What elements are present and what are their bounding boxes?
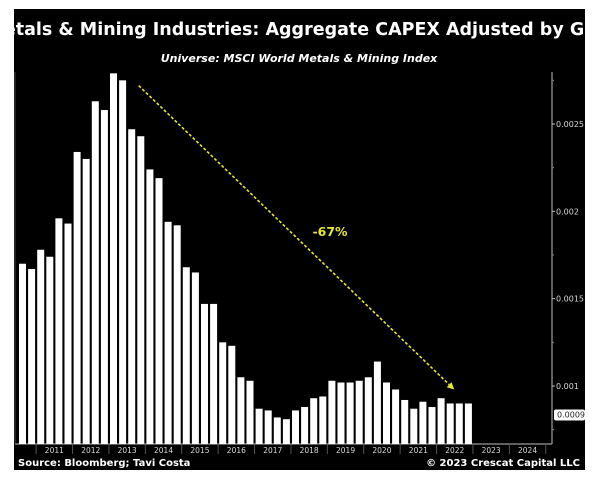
bar-2011-q3 <box>55 218 63 444</box>
bar-2022-q4 <box>464 403 472 444</box>
bar-2017-q2 <box>264 410 272 444</box>
bar-2021-q3 <box>419 401 427 444</box>
trend-arrowhead <box>446 382 455 390</box>
y-tick-label: 0.0025 <box>556 120 584 129</box>
last-value-marker: 0.0009 <box>554 409 585 421</box>
footer-source: Source: Bloomberg; Tavi Costa <box>18 458 190 469</box>
x-axis-ticks: 2011 2012 2013 2014 2015 2016 2017 2018 2019 2020… <box>35 444 547 455</box>
bar-2010-q3 <box>19 263 26 444</box>
bar-2014-q3 <box>164 221 172 444</box>
bar-2020-q2 <box>373 361 381 444</box>
bar-2012-q3 <box>91 101 99 444</box>
bar-2022-q2 <box>446 403 454 444</box>
x-year-label: 2018 <box>300 446 319 455</box>
bar-2020-q3 <box>383 382 390 444</box>
y-tick-label: 0.001 <box>556 382 579 391</box>
x-year-label: 2015 <box>190 446 209 455</box>
y-tick-label: 0.002 <box>556 207 579 216</box>
bar-2020-q1 <box>364 377 372 444</box>
bar-2018-q3 <box>310 398 318 444</box>
bar-2011-q4 <box>64 223 72 444</box>
bar-2018-q1 <box>292 410 299 444</box>
x-year-label: 2012 <box>81 446 100 455</box>
bar-2021-q2 <box>410 408 418 444</box>
x-year-label: 2023 <box>482 446 501 455</box>
bar-2014-q2 <box>155 178 163 444</box>
bar-2012-q1 <box>73 151 81 444</box>
trend-arrow-line <box>138 85 450 386</box>
bar-2017-q3 <box>273 417 281 444</box>
footer-copyright: © 2023 Crescat Capital LLC <box>426 458 580 469</box>
bar-2019-q3 <box>346 382 354 444</box>
last-value-label: 0.0009 <box>557 411 585 420</box>
trend-label: -67% <box>312 224 348 239</box>
bar-2022-q3 <box>455 403 463 444</box>
bars-group <box>19 73 472 445</box>
chart-title: Metals & Mining Industries: Aggregate CA… <box>0 20 600 40</box>
trend-annotation: -67% <box>138 85 455 390</box>
bar-2017-q4 <box>282 419 290 444</box>
x-year-label: 2022 <box>445 446 464 455</box>
bar-2018-q2 <box>301 406 309 444</box>
chart-subtitle: Universe: MSCI World Metals & Mining Ind… <box>161 52 438 65</box>
bar-2015-q3 <box>201 303 208 444</box>
bar-2015-q2 <box>191 272 199 444</box>
bar-2016-q2 <box>228 345 236 444</box>
bar-2019-q2 <box>337 382 345 444</box>
bar-2013-q3 <box>128 129 136 445</box>
bar-2020-q4 <box>392 389 400 444</box>
x-year-label: 2011 <box>45 446 64 455</box>
bar-2014-q4 <box>173 225 181 444</box>
bar-2016-q4 <box>246 380 254 444</box>
x-year-label: 2013 <box>118 446 137 455</box>
bar-2012-q2 <box>82 158 90 444</box>
bar-2010-q4 <box>28 268 36 444</box>
x-year-label: 2019 <box>336 446 355 455</box>
x-year-label: 2020 <box>372 446 391 455</box>
bar-2012-q4 <box>100 110 108 444</box>
bar-2011-q2 <box>46 256 54 444</box>
bar-2014-q1 <box>146 169 154 444</box>
x-year-label: 2021 <box>409 446 428 455</box>
y-tick-label: 0.0015 <box>556 295 584 304</box>
bar-2011-q1 <box>37 249 45 444</box>
bar-2019-q1 <box>328 380 336 444</box>
bar-2013-q2 <box>119 80 127 444</box>
x-year-label: 2017 <box>263 446 282 455</box>
bar-2019-q4 <box>355 380 363 444</box>
bar-2016-q1 <box>219 342 227 444</box>
bar-2021-q4 <box>428 406 436 444</box>
bar-2021-q1 <box>401 399 409 444</box>
bar-2017-q1 <box>255 408 263 444</box>
last-value-box <box>554 409 585 421</box>
bar-2015-q1 <box>182 267 190 444</box>
x-year-label: 2014 <box>154 446 173 455</box>
bar-2018-q4 <box>319 396 327 444</box>
bar-2013-q4 <box>137 136 145 445</box>
bar-2015-q4 <box>210 303 218 444</box>
bar-2016-q3 <box>237 377 245 444</box>
bar-2022-q1 <box>437 398 445 444</box>
x-year-label: 2024 <box>518 446 537 455</box>
bar-2013-q1 <box>110 73 117 444</box>
x-year-label: 2016 <box>227 446 246 455</box>
y-axis-ticks: 0.001 0.0015 0.002 0.0025 <box>552 79 584 431</box>
